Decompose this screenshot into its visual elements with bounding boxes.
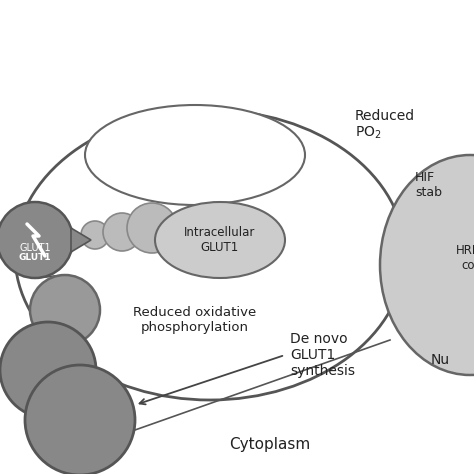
Circle shape [30, 275, 100, 345]
Text: Reduced oxidative
phosphorylation: Reduced oxidative phosphorylation [133, 306, 256, 334]
Text: GLUT1: GLUT1 [19, 243, 51, 253]
Text: Intracellular
GLUT1: Intracellular GLUT1 [184, 226, 255, 254]
Text: HRE
co: HRE co [456, 244, 474, 272]
Ellipse shape [380, 155, 474, 375]
Circle shape [103, 213, 141, 251]
Ellipse shape [85, 105, 305, 205]
Text: GLUT1: GLUT1 [18, 254, 51, 263]
Ellipse shape [15, 110, 405, 400]
Circle shape [0, 322, 96, 418]
Polygon shape [71, 228, 91, 252]
Ellipse shape [155, 202, 285, 278]
Text: HIF
stab: HIF stab [415, 171, 442, 199]
Text: Reduced
PO$_2$: Reduced PO$_2$ [355, 109, 415, 141]
Circle shape [81, 221, 109, 249]
Circle shape [0, 202, 73, 278]
Text: Nu: Nu [430, 353, 449, 367]
Text: Cytoplasm: Cytoplasm [229, 438, 310, 453]
Circle shape [127, 203, 177, 253]
Circle shape [25, 365, 135, 474]
Text: De novo
GLUT1
synthesis: De novo GLUT1 synthesis [290, 332, 355, 378]
